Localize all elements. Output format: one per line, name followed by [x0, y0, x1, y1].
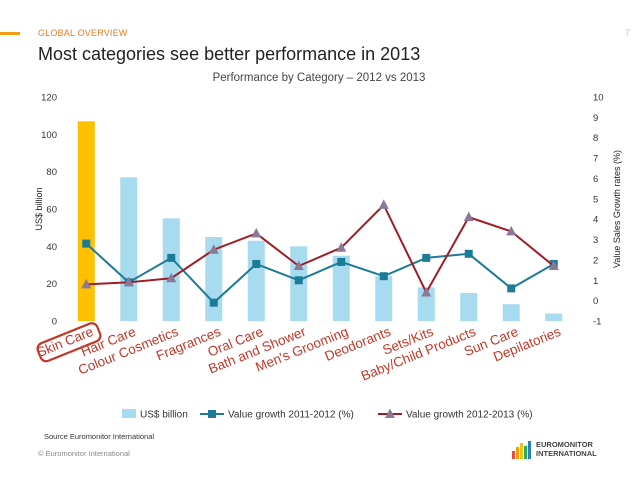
point-marker [294, 276, 303, 285]
point-marker [82, 239, 91, 248]
y-tick-label: 0 [52, 317, 57, 328]
source-note: Source Euromonitor International [44, 432, 155, 441]
point-marker [378, 199, 389, 209]
bar [120, 177, 138, 321]
point-marker [506, 225, 517, 236]
logo-text: EUROMONITOR INTERNATIONAL [536, 440, 597, 458]
chart-title: Performance by Category – 2012 vs 2013 [212, 72, 426, 84]
section-label: GLOBAL OVERVIEW [38, 28, 128, 38]
legend-swatch [122, 409, 136, 418]
legend-label: US$ billion [140, 410, 188, 421]
y2-tick-label: 3 [593, 235, 598, 246]
bar [162, 218, 180, 321]
y2-tick-label: 9 [593, 113, 598, 124]
y-tick-label: 20 [46, 279, 57, 290]
bar [77, 121, 95, 322]
y-tick-label: 60 [46, 205, 57, 216]
y2-tick-label: 7 [593, 154, 598, 165]
series-line [85, 242, 555, 305]
point-marker [422, 253, 431, 262]
y2-tick-label: 10 [593, 93, 604, 104]
point-marker [252, 259, 261, 268]
point-marker [421, 286, 432, 297]
point-marker [209, 298, 218, 307]
legend-marker [208, 410, 216, 418]
point-marker [81, 278, 92, 289]
y-tick-label: 80 [46, 167, 57, 178]
bar [545, 313, 563, 321]
point-marker [464, 249, 473, 258]
legend-label: Value growth 2011-2012 (%) [228, 410, 354, 421]
y2-axis-label: Value Sales Growth rates (%) [612, 150, 622, 268]
logo-icon [512, 441, 531, 459]
point-marker [208, 244, 219, 254]
y2-tick-label: 5 [593, 194, 598, 205]
bar [502, 304, 520, 321]
y2-tick-label: 0 [593, 296, 598, 307]
point-marker [166, 272, 177, 283]
logo-line-1: EUROMONITOR [536, 440, 593, 449]
page-number: 7 [624, 28, 630, 38]
y-tick-label: 100 [41, 130, 57, 141]
y2-tick-label: 8 [593, 133, 598, 144]
point-marker [379, 272, 388, 281]
point-marker [507, 284, 516, 293]
point-marker [463, 211, 474, 222]
slide-title: Most categories see better performance i… [38, 44, 421, 64]
bar [375, 276, 393, 321]
y2-tick-label: 6 [593, 174, 598, 185]
legend-label: Value growth 2012-2013 (%) [406, 410, 533, 421]
y2-tick-label: 4 [593, 215, 598, 226]
y-tick-label: 120 [41, 93, 57, 104]
series-line [86, 203, 555, 295]
logo-line-2: INTERNATIONAL [536, 449, 597, 458]
point-marker [337, 257, 346, 266]
bar [247, 240, 265, 321]
legend-marker [385, 408, 395, 418]
point-marker [293, 260, 304, 271]
y-tick-label: 40 [46, 242, 57, 253]
point-marker [167, 253, 176, 262]
euromonitor-logo: EUROMONITOR INTERNATIONAL [512, 439, 624, 461]
bar [332, 255, 350, 321]
y-axis-label: US$ billion [34, 187, 44, 230]
header-accent-bar [0, 32, 20, 35]
y2-tick-label: 2 [593, 255, 598, 266]
highlight-outline [36, 322, 102, 363]
bar [460, 293, 478, 321]
point-marker [548, 260, 559, 271]
point-marker [336, 242, 347, 252]
point-marker [123, 276, 134, 287]
y2-tick-label: -1 [593, 317, 601, 328]
point-marker [251, 227, 262, 238]
copyright-note: © Euromonitor International [38, 449, 130, 458]
y2-tick-label: 1 [593, 276, 598, 287]
